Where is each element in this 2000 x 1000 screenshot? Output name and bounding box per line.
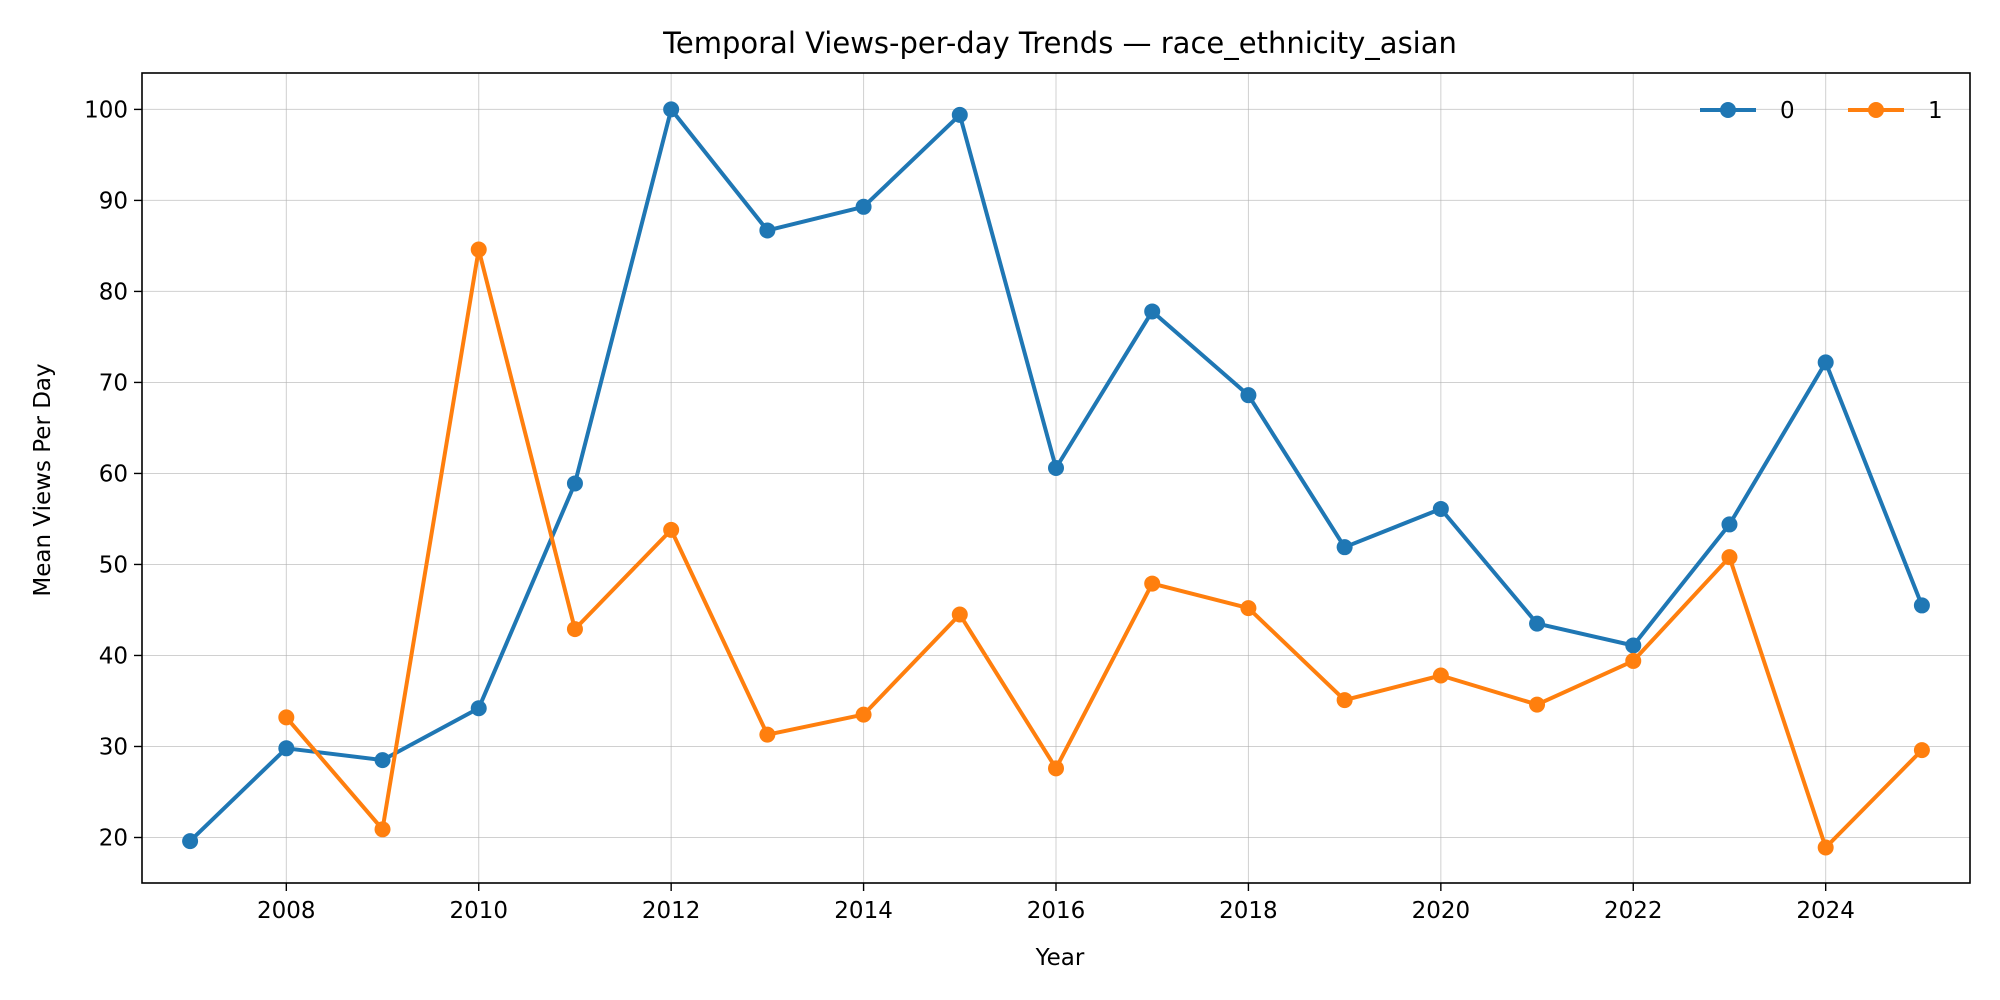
y-tick-label: 40 bbox=[99, 643, 128, 669]
series-1 bbox=[278, 241, 1930, 856]
series-1-point bbox=[1913, 742, 1930, 759]
series-1-point bbox=[1048, 760, 1064, 777]
x-tick-label: 2008 bbox=[257, 898, 316, 924]
chart-title: Temporal Views-per-day Trends — race_eth… bbox=[662, 26, 1457, 60]
series-1-point bbox=[1336, 692, 1353, 709]
series-0-point bbox=[278, 740, 295, 757]
y-tick-label: 70 bbox=[99, 370, 128, 396]
x-tick-label: 2022 bbox=[1604, 898, 1663, 924]
y-tick-label: 50 bbox=[99, 552, 128, 578]
x-tick-label: 2014 bbox=[834, 898, 893, 924]
y-tick-label: 80 bbox=[99, 279, 128, 305]
series-1-point bbox=[566, 621, 583, 638]
series-1-point bbox=[470, 241, 487, 258]
axis-ticks: 2008 2010 2012 2014 2016 2018 2020 2022 2024 20 30… bbox=[84, 97, 1855, 924]
series-1-point bbox=[759, 726, 776, 743]
series-0-point bbox=[1144, 303, 1161, 320]
series-1-line bbox=[284, 247, 1924, 850]
legend-marker-1 bbox=[1868, 102, 1884, 118]
series-1-point bbox=[278, 709, 295, 726]
x-tick-label: 2020 bbox=[1412, 898, 1471, 924]
series-0-point bbox=[374, 752, 391, 769]
series-0-point bbox=[1913, 597, 1930, 614]
x-tick-label: 2024 bbox=[1796, 898, 1855, 924]
series-0-point bbox=[1721, 516, 1738, 533]
series-0-point bbox=[855, 198, 872, 215]
series-0-point bbox=[1240, 387, 1257, 404]
series-0-point bbox=[1432, 500, 1449, 517]
series-layer bbox=[182, 101, 1930, 856]
series-1-point bbox=[1817, 839, 1834, 856]
y-tick-label: 30 bbox=[99, 734, 128, 760]
x-tick-label: 2010 bbox=[449, 898, 508, 924]
series-1-point bbox=[855, 706, 872, 723]
legend-label-0: 0 bbox=[1780, 98, 1795, 124]
series-0-point bbox=[1336, 539, 1353, 556]
legend-marker-0 bbox=[1720, 102, 1736, 118]
series-0-point bbox=[1817, 354, 1834, 371]
series-0-point bbox=[759, 222, 776, 239]
x-axis-label: Year bbox=[1035, 945, 1085, 971]
series-0-point bbox=[1529, 615, 1546, 632]
series-1-point bbox=[1529, 696, 1546, 713]
x-tick-label: 2018 bbox=[1219, 898, 1278, 924]
x-tick-label: 2016 bbox=[1027, 898, 1086, 924]
x-tick-label: 2012 bbox=[642, 898, 701, 924]
series-0-point bbox=[566, 475, 583, 492]
y-tick-label: 90 bbox=[99, 188, 128, 214]
series-1-point bbox=[663, 521, 680, 538]
series-1-point bbox=[1625, 652, 1642, 669]
y-tick-label: 100 bbox=[84, 97, 128, 123]
series-0-point bbox=[1048, 459, 1064, 476]
y-tick-label: 20 bbox=[99, 825, 128, 851]
series-0 bbox=[182, 101, 1930, 850]
series-0-point bbox=[663, 101, 680, 118]
series-1-point bbox=[951, 606, 968, 623]
series-0-point bbox=[470, 700, 487, 717]
legend-label-1: 1 bbox=[1928, 98, 1943, 124]
series-1-point bbox=[374, 821, 391, 838]
series-1-point bbox=[1240, 600, 1257, 617]
series-1-point bbox=[1432, 667, 1449, 684]
series-0-point bbox=[1625, 637, 1642, 654]
series-0-point bbox=[951, 106, 968, 123]
y-axis-label: Mean Views Per Day bbox=[30, 363, 56, 596]
series-0-point bbox=[182, 833, 199, 850]
series-1-point bbox=[1144, 575, 1161, 592]
y-tick-label: 60 bbox=[99, 461, 128, 487]
series-1-point bbox=[1721, 549, 1738, 566]
